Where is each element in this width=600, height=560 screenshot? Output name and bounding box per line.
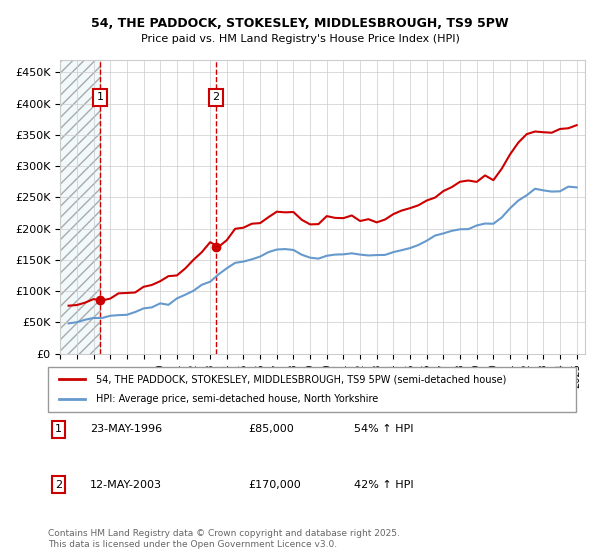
FancyBboxPatch shape [48,367,576,412]
Bar [60,60,100,353]
Text: 23-MAY-1996: 23-MAY-1996 [90,424,163,434]
Text: 54, THE PADDOCK, STOKESLEY, MIDDLESBROUGH, TS9 5PW (semi-detached house): 54, THE PADDOCK, STOKESLEY, MIDDLESBROUG… [95,374,506,384]
Text: 54, THE PADDOCK, STOKESLEY, MIDDLESBROUGH, TS9 5PW: 54, THE PADDOCK, STOKESLEY, MIDDLESBROUG… [91,17,509,30]
Text: 42% ↑ HPI: 42% ↑ HPI [354,480,414,489]
Bar [60,60,100,353]
Text: 1: 1 [55,424,62,434]
Text: HPI: Average price, semi-detached house, North Yorkshire: HPI: Average price, semi-detached house,… [95,394,378,404]
Text: 1: 1 [97,92,104,102]
Text: Price paid vs. HM Land Registry's House Price Index (HPI): Price paid vs. HM Land Registry's House … [140,34,460,44]
Text: Contains HM Land Registry data © Crown copyright and database right 2025.
This d: Contains HM Land Registry data © Crown c… [48,529,400,549]
Text: 2: 2 [55,480,62,489]
Text: £170,000: £170,000 [248,480,301,489]
Text: 54% ↑ HPI: 54% ↑ HPI [354,424,414,434]
Text: 2: 2 [212,92,220,102]
Text: £85,000: £85,000 [248,424,295,434]
Text: 12-MAY-2003: 12-MAY-2003 [90,480,162,489]
